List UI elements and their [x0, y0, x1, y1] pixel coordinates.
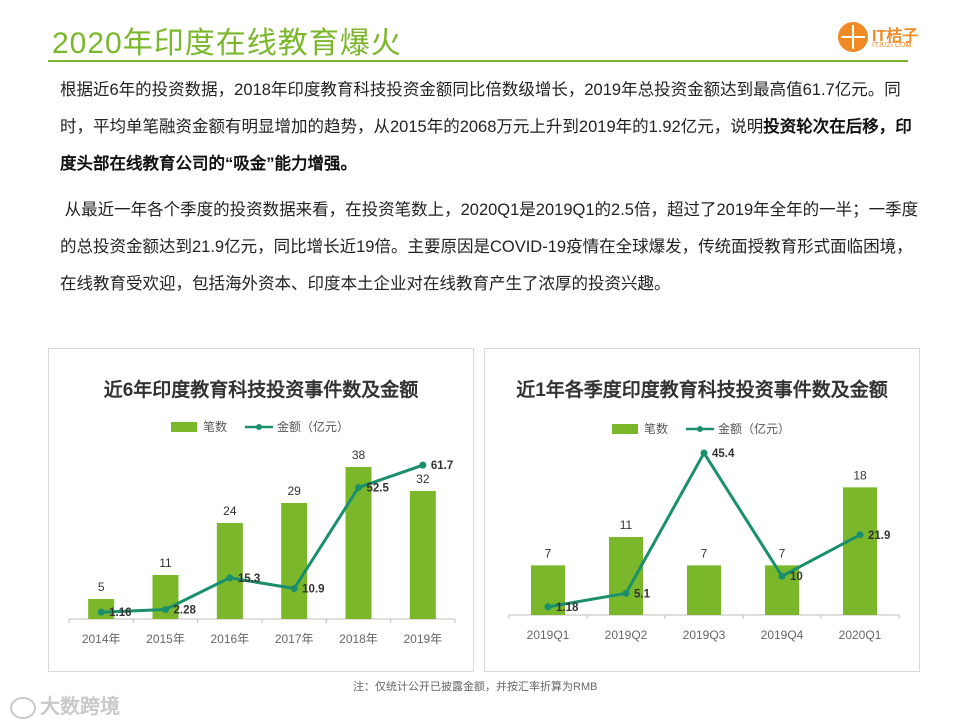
- legend-line-label: 金额（亿元）: [718, 421, 790, 436]
- line-value-label: 21.9: [868, 530, 890, 542]
- x-tick-label: 2019Q2: [605, 628, 648, 642]
- line-point: [856, 531, 864, 539]
- itjuzi-logo: IT桔子 ITJUZI.COM: [838, 20, 928, 56]
- bar: [687, 565, 721, 615]
- line-point: [778, 572, 786, 580]
- line-point: [290, 585, 298, 593]
- chart-title: 近1年各季度印度教育科技投资事件数及金额: [516, 378, 888, 401]
- legend-line-marker: [697, 426, 703, 432]
- bar: [843, 487, 877, 615]
- chart-panel-quarterly: 近1年各季度印度教育科技投资事件数及金额笔数 金额（亿元） 7 2019Q1 11 201…: [484, 348, 920, 672]
- bar-value-label: 24: [223, 504, 237, 518]
- line-value-label: 15.3: [238, 573, 260, 585]
- legend-bar-swatch: [612, 424, 638, 434]
- legend-bar-label: 笔数: [644, 421, 668, 436]
- series-line: [101, 463, 424, 614]
- legend-bar-label: 笔数: [203, 419, 227, 434]
- bar-value-label: 11: [159, 556, 172, 570]
- x-tick-label: 2014年: [82, 632, 121, 646]
- footnote: 注：仅统计公开已披露金额，并按汇率折算为RMB: [353, 681, 598, 693]
- bar-value-label: 32: [416, 472, 430, 486]
- x-tick-label: 2019年: [403, 632, 442, 646]
- watermark: 大数跨境: [10, 690, 120, 719]
- line-point: [162, 605, 169, 613]
- bar-value-label: 38: [352, 448, 366, 462]
- line-value-label: 52.5: [367, 483, 390, 495]
- legend-line-label: 金额（亿元）: [277, 419, 349, 434]
- x-tick-label: 2020Q1: [839, 628, 882, 642]
- line-point: [544, 603, 552, 611]
- bar: [609, 537, 643, 615]
- paragraph-1-text: 根据近6年的投资数据，2018年印度教育科技投资金额同比倍数级增长，2019年总…: [60, 81, 901, 136]
- x-tick-label: 2017年: [275, 632, 314, 646]
- logo-subtext: ITJUZI.COM: [872, 42, 912, 49]
- legend-line-marker: [256, 424, 262, 430]
- line-point: [226, 574, 234, 582]
- chart-title: 近6年印度教育科技投资事件数及金额: [104, 378, 419, 401]
- bar: [216, 523, 243, 619]
- line-value-label: 45.4: [712, 448, 735, 460]
- logo-text: IT桔子: [872, 28, 919, 45]
- line-point: [700, 449, 708, 457]
- line-point: [622, 589, 630, 597]
- line-value-label: 1.16: [109, 607, 131, 619]
- orange-logo-icon: [838, 22, 868, 52]
- bar-value-label: 29: [287, 484, 301, 498]
- bar: [345, 467, 372, 619]
- x-tick-label: 2019Q4: [761, 628, 804, 642]
- watermark-text: 大数跨境: [40, 696, 120, 718]
- x-tick-label: 2016年: [210, 632, 249, 646]
- bar: [409, 491, 436, 619]
- line-value-label: 61.7: [431, 460, 453, 472]
- x-tick-label: 2018年: [339, 632, 378, 646]
- chart-panel-annual: 近6年印度教育科技投资事件数及金额笔数 金额（亿元） 5 2014年 11 2015年 24…: [48, 348, 474, 672]
- x-tick-label: 2015年: [146, 632, 185, 646]
- line-value-label: 10.9: [302, 584, 324, 596]
- page-title: 2020年印度在线教育爆火: [52, 27, 402, 60]
- line-value-label: 1.18: [556, 602, 579, 614]
- bar-value-label: 5: [98, 580, 105, 594]
- legend-bar-swatch: [171, 422, 197, 432]
- line-value-label: 2.28: [174, 604, 197, 616]
- line-point: [355, 484, 362, 491]
- bar-value-label: 7: [779, 546, 786, 560]
- line-point: [419, 461, 427, 469]
- bar-value-label: 7: [701, 546, 708, 560]
- paragraph-1: 根据近6年的投资数据，2018年印度教育科技投资金额同比倍数级增长，2019年总…: [60, 72, 920, 183]
- paragraph-2: 从最近一年各个季度的投资数据来看，在投资笔数上，2020Q1是2019Q1的2.…: [60, 192, 920, 303]
- bar-value-label: 7: [545, 546, 552, 560]
- line-point: [97, 608, 105, 616]
- x-tick-label: 2019Q1: [527, 628, 570, 642]
- paragraph-2-text: 从最近一年各个季度的投资数据来看，在投资笔数上，2020Q1是2019Q1的2.…: [60, 201, 919, 293]
- bar-value-label: 18: [853, 468, 867, 482]
- x-tick-label: 2019Q3: [683, 628, 726, 642]
- bar-value-label: 11: [620, 518, 633, 532]
- line-value-label: 10: [790, 571, 803, 583]
- title-divider: [48, 60, 908, 62]
- bar: [281, 503, 308, 619]
- header: 2020年印度在线教育爆火: [48, 14, 908, 62]
- line-value-label: 5.1: [634, 588, 651, 600]
- watermark-icon: [10, 696, 36, 719]
- paragraph-1-highlight: 投资轮次在后移，印度头部在线教育公司的“吸金”能力增强。: [60, 118, 912, 173]
